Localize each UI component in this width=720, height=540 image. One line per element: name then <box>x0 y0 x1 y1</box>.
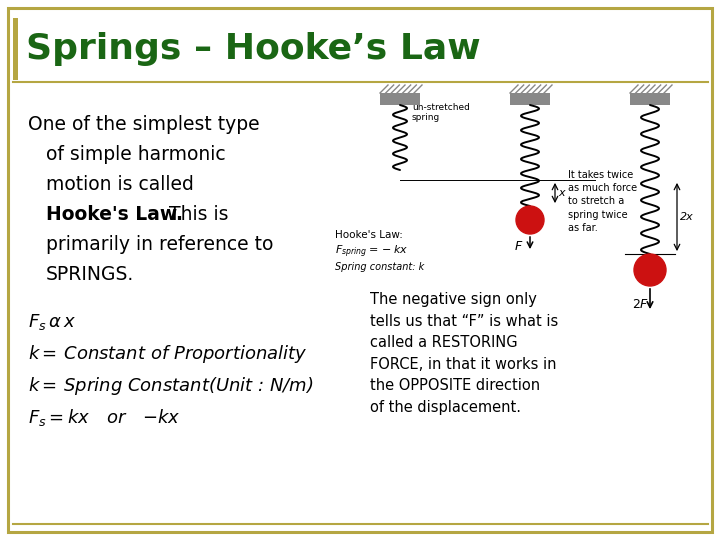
Bar <box>510 93 550 105</box>
Bar <box>380 93 420 105</box>
Text: Hooke's Law:: Hooke's Law: <box>335 230 403 240</box>
Text: $F$: $F$ <box>514 240 523 253</box>
Text: Hooke's Law.: Hooke's Law. <box>46 206 183 225</box>
Text: 2x: 2x <box>680 212 694 222</box>
Text: This is: This is <box>163 206 228 225</box>
Text: $k =\,$Spring Constant(Unit : N/m): $k =\,$Spring Constant(Unit : N/m) <box>28 375 314 397</box>
Text: SPRINGS.: SPRINGS. <box>46 266 134 285</box>
Text: primarily in reference to: primarily in reference to <box>46 235 274 254</box>
Text: un-stretched
spring: un-stretched spring <box>412 103 470 123</box>
Text: $F_s = kx\quad or\quad {-kx}$: $F_s = kx\quad or\quad {-kx}$ <box>28 408 181 429</box>
Text: motion is called: motion is called <box>46 176 194 194</box>
Circle shape <box>634 254 666 286</box>
Text: $F_{spring} = -kx$: $F_{spring} = -kx$ <box>335 244 408 260</box>
Circle shape <box>516 206 544 234</box>
Text: One of the simplest type: One of the simplest type <box>28 116 260 134</box>
Text: Spring constant: k: Spring constant: k <box>335 262 424 272</box>
Text: $k =\,$Constant of Proportionality: $k =\,$Constant of Proportionality <box>28 343 307 365</box>
Text: of simple harmonic: of simple harmonic <box>46 145 225 165</box>
Text: Springs – Hooke’s Law: Springs – Hooke’s Law <box>26 32 481 66</box>
Text: It takes twice
as much force
to stretch a
spring twice
as far.: It takes twice as much force to stretch … <box>568 170 637 233</box>
Text: The negative sign only
tells us that “F” is what is
called a RESTORING
FORCE, in: The negative sign only tells us that “F”… <box>370 292 558 415</box>
Text: $F_s\,\alpha\, x$: $F_s\,\alpha\, x$ <box>28 312 76 332</box>
Bar <box>13 18 18 80</box>
Text: $2F$: $2F$ <box>632 298 649 310</box>
Text: x: x <box>558 188 564 198</box>
Bar <box>630 93 670 105</box>
